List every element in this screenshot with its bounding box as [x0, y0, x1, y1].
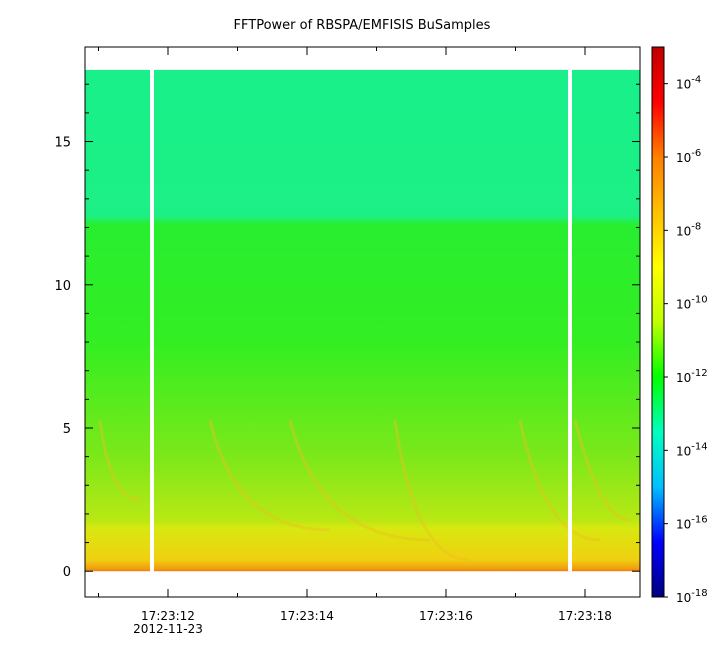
- colorbar-tick-label: 10-6: [676, 148, 701, 165]
- x-tick-label: 17:23:16: [419, 609, 473, 623]
- x-tick-label: 17:23:12: [141, 609, 195, 623]
- x-tick-label: 17:23:18: [558, 609, 612, 623]
- colorbar-tick-label: 10-8: [676, 221, 701, 238]
- chorus-streak: [573, 419, 631, 522]
- y-tick-label: 0: [63, 565, 71, 580]
- chorus-streak: [98, 419, 141, 502]
- colorbar-tick-label: 10-4: [676, 75, 701, 92]
- x-tick-label: 17:23:14: [280, 609, 334, 623]
- x-date-label: 2012-11-23: [133, 622, 203, 636]
- spectrogram-field: [85, 69, 640, 572]
- colorbar-tick-label: 10-18: [676, 588, 708, 605]
- chorus-streak: [208, 419, 331, 532]
- colorbar-tick-label: 10-14: [676, 441, 708, 458]
- colorbar-tick-label: 10-10: [676, 295, 708, 312]
- data-gap: [150, 69, 154, 572]
- colorbar-tick-label: 10-16: [676, 515, 708, 532]
- colorbar: [651, 46, 665, 598]
- y-tick-label: 10: [54, 279, 71, 294]
- y-tick-label: 15: [54, 136, 71, 151]
- data-gap: [568, 69, 572, 572]
- chorus-streak: [518, 419, 601, 542]
- y-tick-label: 5: [63, 422, 71, 437]
- plot-frame: [84, 46, 641, 598]
- colorbar-tick-label: 10-12: [676, 368, 708, 385]
- chorus-streak: [393, 419, 471, 562]
- chart-title: FFTPower of RBSPA/EMFISIS BuSamples: [233, 18, 491, 33]
- chorus-streak: [288, 419, 431, 542]
